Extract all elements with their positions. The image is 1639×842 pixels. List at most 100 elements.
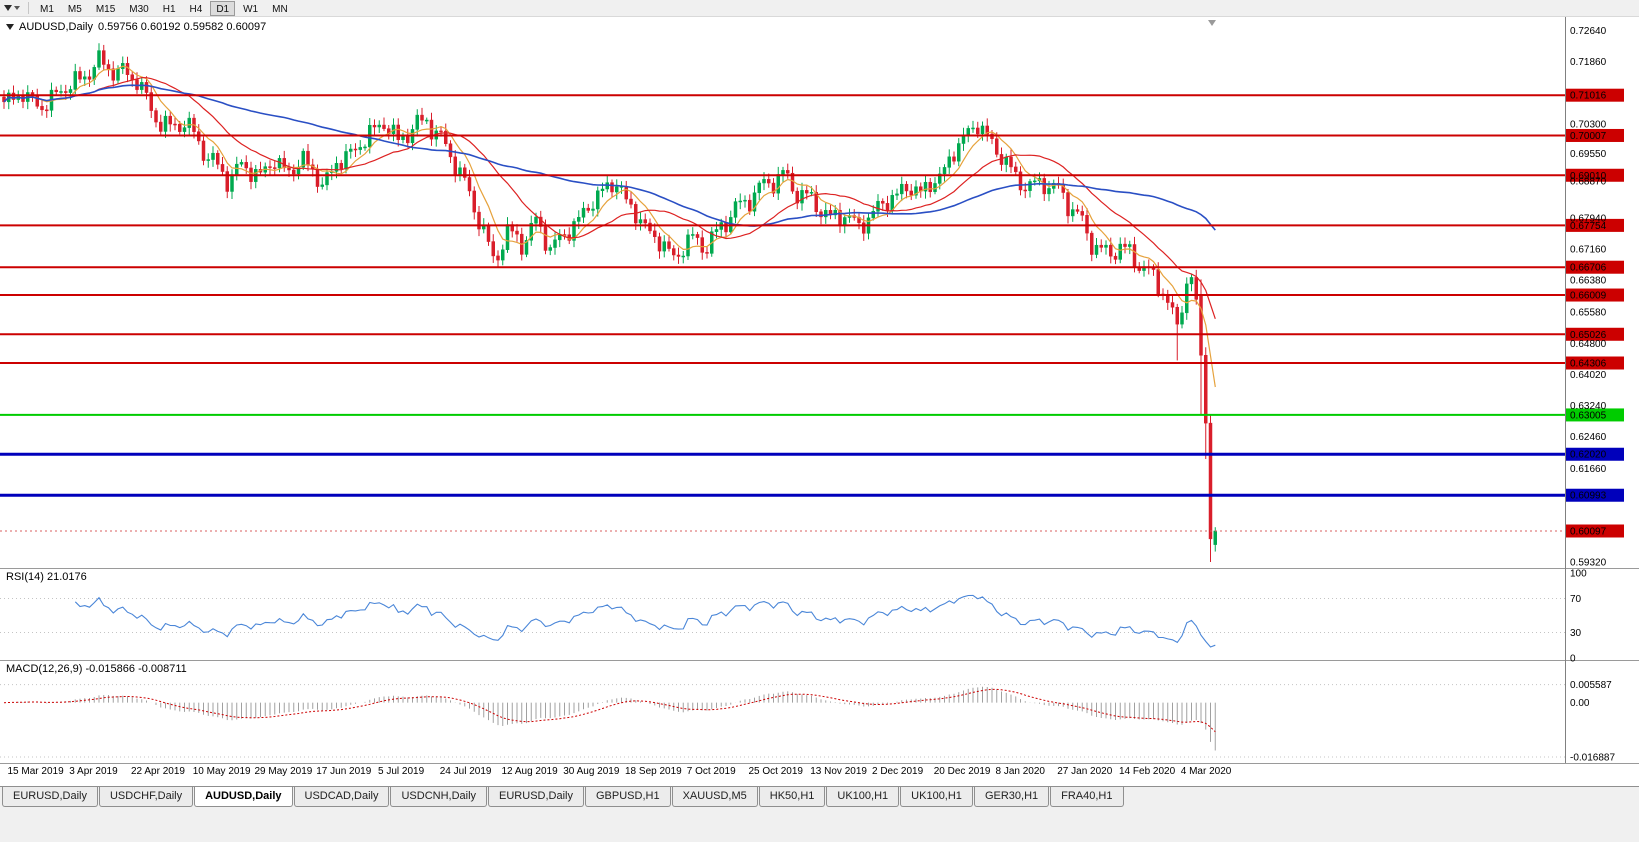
chart-background (0, 17, 1639, 786)
svg-text:0.65026: 0.65026 (1570, 330, 1607, 341)
chart-tab-usdchf-daily[interactable]: USDCHF,Daily (98, 787, 194, 807)
toolbar-separator (28, 2, 29, 14)
price-level-axis-label: 0.71016 (1566, 88, 1624, 102)
svg-text:0.70007: 0.70007 (1570, 131, 1607, 142)
date-label: 24 Jul 2019 (440, 766, 492, 777)
svg-text:0.60993: 0.60993 (1570, 491, 1607, 502)
chart-tab-eurusd-daily[interactable]: EURUSD,Daily (2, 787, 98, 807)
chart-area: 0.71016 0.70007 0.69010 0.67754 0.66706 0.660… (0, 17, 1639, 786)
ma-medium-line (3, 76, 1216, 319)
price-axis-tick-label: 0.66380 (1570, 276, 1607, 287)
timeframe-button-m5[interactable]: M5 (67, 3, 82, 15)
timeframe-button-d1[interactable]: D1 (210, 0, 236, 16)
chart-tab-eurusd-daily[interactable]: EURUSD,Daily (488, 787, 584, 807)
date-label: 15 Mar 2019 (8, 766, 65, 777)
price-axis-tick-label: 0.72640 (1570, 26, 1607, 37)
timeframe-button-h1[interactable]: H1 (162, 3, 176, 15)
chart-tab-ger30-h1[interactable]: GER30,H1 (973, 787, 1050, 807)
price-axis-tick-label: 0.63240 (1570, 401, 1607, 412)
price-axis-tick-label: 0.67940 (1570, 213, 1607, 224)
macd-panel: 0.005587 0.00 -0.016887 (0, 680, 1615, 764)
svg-text:0.63005: 0.63005 (1570, 410, 1607, 421)
rsi-panel: 100 70 30 0 (0, 569, 1587, 665)
chart-tab-hk50-h1[interactable]: HK50,H1 (758, 787, 826, 807)
date-label: 2 Dec 2019 (872, 766, 924, 777)
date-axis: 15 Mar 2019 3 Apr 2019 22 Apr 2019 10 May 2… (8, 766, 1232, 777)
date-label: 18 Sep 2019 (625, 766, 682, 777)
chart-tab-xauusd-m5[interactable]: XAUUSD,M5 (671, 787, 758, 807)
chart-menu-icon[interactable] (4, 5, 20, 11)
price-axis-tick-label: 0.68870 (1570, 176, 1607, 187)
date-label: 7 Oct 2019 (687, 766, 736, 777)
macd-axis-tick-label: -0.016887 (1570, 753, 1615, 764)
price-axis-tick-label: 0.64800 (1570, 339, 1607, 350)
rsi-axis-tick-label: 0 (1570, 654, 1576, 665)
timeframe-toolbar: M1 M5 M15 M30 H1 H4 D1 W1 MN (0, 0, 1639, 17)
svg-text:0.60097: 0.60097 (1570, 526, 1607, 537)
rsi-axis-tick-label: 100 (1570, 569, 1587, 580)
timeframe-button-w1[interactable]: W1 (243, 3, 259, 15)
price-axis-tick-label: 0.62460 (1570, 432, 1607, 443)
svg-text:0.66706: 0.66706 (1570, 263, 1607, 274)
svg-text:0.69010: 0.69010 (1570, 171, 1607, 182)
price-axis-tick-label: 0.70300 (1570, 119, 1607, 130)
svg-text:0.64306: 0.64306 (1570, 359, 1607, 370)
price-axis-tick-label: 0.65580 (1570, 308, 1607, 319)
svg-text:0.62020: 0.62020 (1570, 450, 1607, 461)
date-label: 5 Jul 2019 (378, 766, 425, 777)
price-axis: 0.72640 0.71860 0.70300 0.69550 0.68870 0.679… (1570, 26, 1607, 569)
date-label: 22 Apr 2019 (131, 766, 185, 777)
chart-tab-usdcnh-daily[interactable]: USDCNH,Daily (390, 787, 488, 807)
chart-tab-usdcad-daily[interactable]: USDCAD,Daily (293, 787, 390, 807)
timeframe-button-mn[interactable]: MN (272, 3, 288, 15)
status-bar (0, 811, 1639, 842)
chart-tab-uk100-h1[interactable]: UK100,H1 (826, 787, 900, 807)
price-axis-tick-label: 0.67160 (1570, 245, 1607, 256)
price-level-axis-label: 0.70007 (1566, 128, 1624, 142)
price-axis-tick-label: 0.64020 (1570, 370, 1607, 381)
price-level-axis-label: 0.63005 (1566, 408, 1624, 422)
chart-canvas[interactable]: 0.71016 0.70007 0.69010 0.67754 0.66706 0.660… (0, 17, 1639, 786)
ma-slow-line (3, 84, 1216, 231)
chart-tab-fra40-h1[interactable]: FRA40,H1 (1050, 787, 1124, 807)
rsi-axis-tick-label: 30 (1570, 628, 1582, 639)
chart-tab-audusd-daily[interactable]: AUDUSD,Daily (194, 787, 293, 807)
chart-shift-marker-icon (1208, 20, 1216, 26)
macd-axis-tick-label: 0.00 (1570, 698, 1590, 709)
svg-text:0.67754: 0.67754 (1570, 221, 1607, 232)
timeframe-button-m1[interactable]: M1 (40, 3, 54, 15)
price-level-axis-label: 0.67754 (1566, 218, 1624, 232)
rsi-axis-tick-label: 70 (1570, 594, 1582, 605)
date-label: 8 Jan 2020 (996, 766, 1046, 777)
date-label: 10 May 2019 (193, 766, 251, 777)
chart-tab-uk100-h1[interactable]: UK100,H1 (900, 787, 973, 807)
date-label: 4 Mar 2020 (1181, 766, 1232, 777)
price-level-axis-label: 0.66009 (1566, 288, 1624, 302)
date-label: 3 Apr 2019 (69, 766, 118, 777)
macd-signal-line (3, 688, 1216, 733)
date-label: 20 Dec 2019 (934, 766, 991, 777)
price-level-axis-label: 0.62020 (1566, 447, 1624, 461)
price-axis-tick-label: 0.59320 (1570, 558, 1607, 569)
one-click-trading-arrow-icon[interactable] (6, 24, 14, 30)
timeframe-button-h4[interactable]: H4 (189, 3, 203, 15)
date-label: 29 May 2019 (255, 766, 313, 777)
svg-text:0.71016: 0.71016 (1570, 91, 1607, 102)
timeframe-button-m30[interactable]: M30 (129, 3, 149, 15)
chart-tab-bar: EURUSD,Daily USDCHF,Daily AUDUSD,Daily USDC… (0, 786, 1639, 811)
price-axis-tick-label: 0.69550 (1570, 149, 1607, 160)
date-label: 14 Feb 2020 (1119, 766, 1176, 777)
svg-text:0.66009: 0.66009 (1570, 291, 1607, 302)
price-level-axis-label: 0.65026 (1566, 327, 1624, 341)
date-label: 13 Nov 2019 (810, 766, 867, 777)
rsi-line (74, 594, 1216, 648)
chart-tab-gbpusd-h1[interactable]: GBPUSD,H1 (585, 787, 671, 807)
timeframe-buttons: M1 M5 M15 M30 H1 H4 D1 W1 MN (34, 0, 294, 16)
date-label: 27 Jan 2020 (1057, 766, 1112, 777)
macd-axis-tick-label: 0.005587 (1570, 680, 1612, 691)
price-level-axis-label: 0.69010 (1566, 168, 1624, 182)
price-axis-tick-label: 0.71860 (1570, 57, 1607, 68)
timeframe-button-m15[interactable]: M15 (95, 3, 116, 15)
date-label: 12 Aug 2019 (502, 766, 559, 777)
